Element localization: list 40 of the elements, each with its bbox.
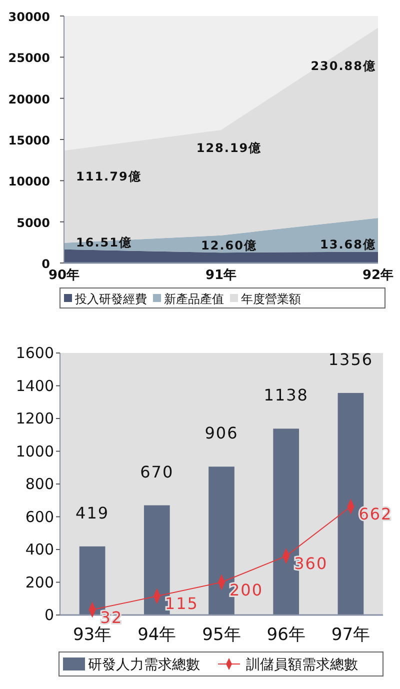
data-label: 1138	[264, 386, 308, 405]
y-tick-label: 400	[25, 540, 54, 558]
y-tick-label: 1600	[16, 344, 54, 362]
legend-label: 年度營業額	[241, 292, 301, 306]
y-tick-label: 30000	[8, 10, 50, 24]
y-tick-label: 0	[42, 257, 50, 271]
annotation: 230.88億	[310, 58, 376, 73]
x-tick-label: 97年	[331, 625, 370, 645]
legend-label: 研發人力需求總數	[88, 657, 200, 673]
legend-label: 投入研發經費	[74, 292, 147, 306]
annotation: 13.68億	[320, 238, 376, 252]
x-tick-label: 91年	[205, 268, 237, 283]
annotation: 128.19億	[196, 140, 262, 155]
x-tick-label: 90年	[48, 268, 80, 283]
y-tick-label: 5000	[16, 216, 50, 230]
y-tick-label: 25000	[8, 51, 50, 66]
annotation: 111.79億	[76, 170, 142, 184]
y-tick-label: 15000	[8, 134, 50, 148]
x-tick-label: 92年	[362, 268, 394, 283]
x-tick-label: 93年	[72, 625, 112, 645]
legend-label: 訓儲員額需求總數	[246, 657, 358, 673]
x-tick-label: 95年	[202, 625, 241, 645]
y-tick-label: 20000	[8, 92, 50, 106]
y-tick-label: 1000	[16, 442, 54, 460]
x-tick-label: 96年	[266, 625, 306, 645]
y-tick-label: 10000	[8, 174, 50, 189]
y-tick-label: 600	[25, 508, 54, 526]
annotation: 12.60億	[201, 238, 257, 253]
legend-label: 新產品產值	[164, 292, 224, 306]
y-tick-label: 800	[25, 475, 54, 493]
y-tick-label: 1400	[16, 376, 54, 395]
y-tick-label: 1200	[16, 410, 54, 428]
data-label: 1356	[328, 350, 374, 369]
data-label: 906	[204, 424, 238, 443]
annotation: 16.51億	[76, 235, 132, 250]
x-tick-label: 94年	[138, 625, 176, 645]
y-tick-label: 0	[44, 606, 54, 624]
data-label: 670	[140, 462, 174, 482]
data-label: 419	[76, 503, 110, 522]
y-tick-label: 200	[25, 573, 54, 592]
